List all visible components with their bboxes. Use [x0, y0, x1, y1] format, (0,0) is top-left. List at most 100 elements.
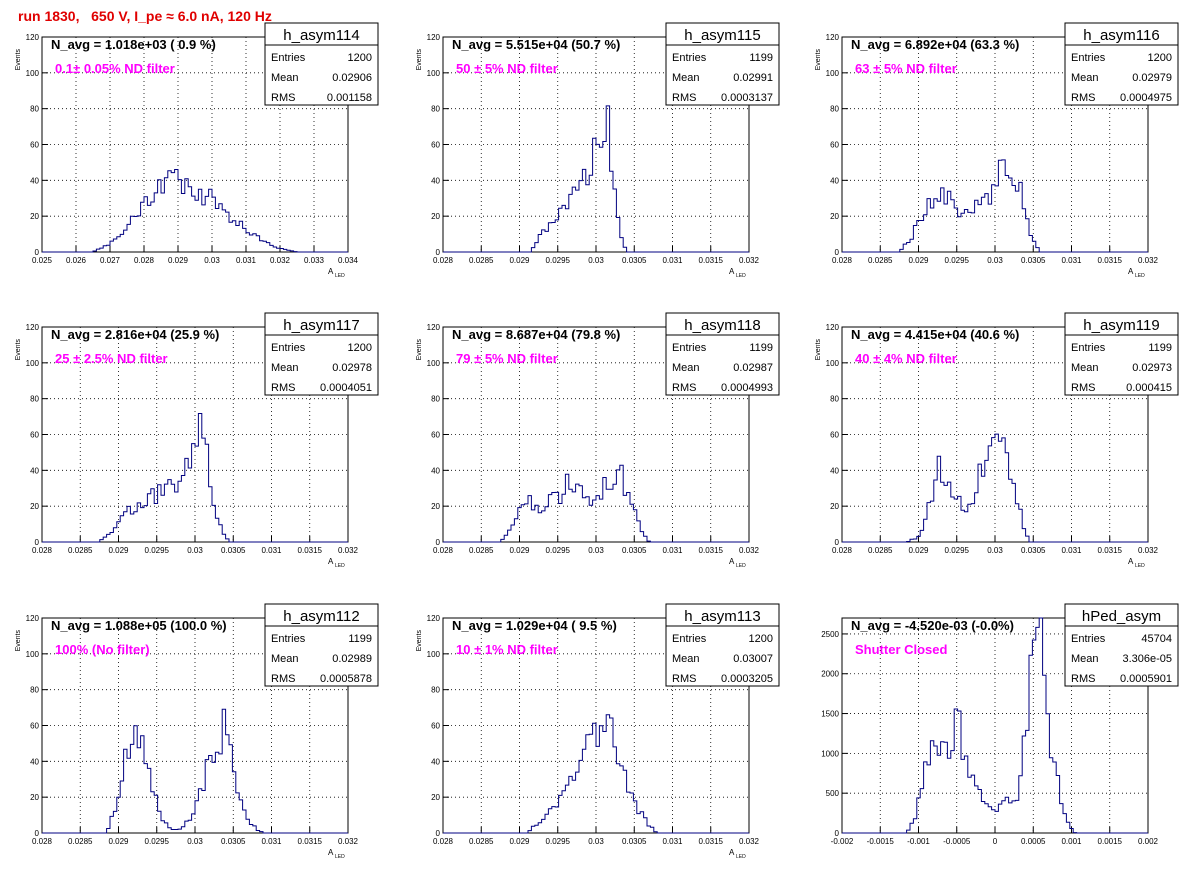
y-tick-label: 40 — [30, 466, 39, 475]
x-tick-label: 0.0285 — [469, 837, 494, 846]
stats-box — [264, 312, 379, 396]
stats-value: 0.0003205 — [721, 673, 773, 685]
x-tick-label: 0.0305 — [221, 837, 246, 846]
run-title: run 1830, 650 V, I_pe ≈ 6.0 nA, 120 Hz — [18, 8, 272, 24]
navg-label: N_avg = 2.816e+04 (25.9 %) — [51, 327, 219, 342]
x-tick-label: 0.0305 — [622, 256, 647, 265]
histogram-panel: 0.025 0.026 0.027 0.028 0.029 0.03 0.031 0.032 0… — [15, 22, 379, 279]
x-tick-label: 0.031 — [662, 256, 683, 265]
x-tick-label: 0.0285 — [868, 256, 893, 265]
x-axis-label: A — [328, 848, 334, 857]
filter-annotation: 25 ± 2.5% ND filter — [55, 351, 168, 366]
x-axis-label: A — [1128, 267, 1134, 276]
histogram-name: h_asym114 — [283, 27, 359, 44]
stats-value: 1199 — [348, 633, 372, 645]
y-tick-label: 80 — [431, 686, 440, 695]
stats-key: Mean — [1071, 362, 1099, 374]
stats-value: 0.02978 — [332, 362, 372, 374]
x-tick-label: 0.0305 — [622, 837, 647, 846]
x-tick-label: 0.0295 — [945, 546, 970, 555]
y-tick-label: 20 — [830, 212, 839, 221]
stats-box — [264, 22, 379, 106]
x-tick-label: 0.032 — [739, 256, 760, 265]
navg-label: N_avg = 4.415e+04 (40.6 %) — [851, 327, 1019, 342]
x-tick-label: 0.0285 — [469, 546, 494, 555]
navg-label: N_avg = 6.892e+04 (63.3 %) — [851, 37, 1019, 52]
y-tick-label: 2500 — [821, 630, 839, 639]
x-tick-label: -0.0015 — [867, 837, 895, 846]
y-tick-label: 60 — [30, 431, 39, 440]
x-tick-label: 0.0295 — [145, 837, 170, 846]
y-tick-label: 60 — [431, 141, 440, 150]
y-axis-label: Events — [15, 339, 22, 361]
y-tick-label: 100 — [26, 359, 40, 368]
x-tick-label: 0.032 — [338, 837, 359, 846]
filter-annotation: 10 ± 1% ND filter — [456, 642, 558, 657]
stats-value: 0.0004975 — [1120, 92, 1172, 104]
x-tick-label: 0.034 — [338, 256, 359, 265]
x-tick-label: 0.028 — [433, 256, 454, 265]
histogram-line — [42, 413, 348, 543]
x-tick-label: 0.03 — [588, 546, 604, 555]
x-tick-label: 0.031 — [662, 837, 683, 846]
stats-value: 0.0005901 — [1120, 673, 1172, 685]
x-tick-label: 0.0285 — [68, 837, 93, 846]
histogram-panel: 0.028 0.0285 0.029 0.0295 0.03 0.0305 0.031 0.0… — [15, 603, 379, 860]
x-tick-label: 0.031 — [261, 837, 282, 846]
histogram-panel: 0.028 0.0285 0.029 0.0295 0.03 0.0305 0.031 0.0… — [815, 22, 1179, 279]
stats-key: Mean — [672, 362, 700, 374]
x-tick-label: 0.03 — [204, 256, 220, 265]
x-axis-label: A — [328, 267, 334, 276]
histogram-line — [42, 708, 348, 834]
x-tick-label: 0.0315 — [699, 256, 724, 265]
x-tick-label: 0.029 — [908, 256, 929, 265]
x-tick-label: 0.028 — [832, 546, 853, 555]
y-tick-label: 120 — [826, 323, 840, 332]
y-tick-label: 100 — [826, 69, 840, 78]
y-tick-label: 20 — [30, 502, 39, 511]
stats-key: Mean — [271, 653, 299, 665]
stats-value: 1199 — [1148, 342, 1172, 354]
x-tick-label: 0.027 — [100, 256, 121, 265]
x-tick-label: 0.0285 — [68, 546, 93, 555]
y-tick-label: 20 — [431, 793, 440, 802]
stats-value: 0.02906 — [332, 72, 372, 84]
y-tick-label: 0 — [436, 538, 441, 547]
y-tick-label: 40 — [830, 466, 839, 475]
stats-value: 0.001158 — [327, 92, 372, 104]
x-tick-label: 0.0005 — [1021, 837, 1046, 846]
stats-value: 1200 — [348, 52, 372, 64]
y-tick-label: 20 — [30, 793, 39, 802]
y-tick-label: 80 — [30, 395, 39, 404]
x-tick-label: 0.028 — [433, 546, 454, 555]
filter-annotation: Shutter Closed — [855, 642, 948, 657]
stats-value: 0.03007 — [733, 653, 773, 665]
x-tick-label: 0.028 — [32, 546, 53, 555]
y-tick-label: 80 — [830, 395, 839, 404]
y-tick-label: 60 — [830, 431, 839, 440]
navg-label: N_avg = 8.687e+04 (79.8 %) — [452, 327, 620, 342]
x-tick-label: 0.032 — [739, 837, 760, 846]
navg-label: N_avg = 1.029e+04 ( 9.5 %) — [452, 618, 617, 633]
y-tick-label: 2000 — [821, 670, 839, 679]
y-tick-label: 40 — [431, 466, 440, 475]
stats-key: RMS — [271, 92, 295, 104]
stats-box — [1064, 312, 1179, 396]
x-tick-label: 0.03 — [987, 546, 1003, 555]
histogram-panel: 0.028 0.0285 0.029 0.0295 0.03 0.0305 0.031 0.0… — [416, 22, 780, 279]
x-tick-label: 0.031 — [662, 546, 683, 555]
x-tick-label: 0.032 — [338, 546, 359, 555]
x-tick-label: 0.032 — [739, 546, 760, 555]
stats-key: RMS — [672, 382, 696, 394]
x-tick-label: 0.029 — [108, 546, 129, 555]
navg-label: N_avg = 1.018e+03 ( 0.9 %) — [51, 37, 216, 52]
filter-annotation: 50 ± 5% ND filter — [456, 61, 558, 76]
y-tick-label: 60 — [431, 431, 440, 440]
stats-key: RMS — [672, 92, 696, 104]
x-tick-label: 0.0285 — [868, 546, 893, 555]
stats-key: RMS — [672, 673, 696, 685]
stats-key: Entries — [1071, 633, 1106, 645]
x-tick-label: 0.031 — [1061, 256, 1082, 265]
x-tick-label: 0.03 — [588, 256, 604, 265]
histogram-panel: 0.028 0.0285 0.029 0.0295 0.03 0.0305 0.031 0.0… — [15, 312, 379, 569]
